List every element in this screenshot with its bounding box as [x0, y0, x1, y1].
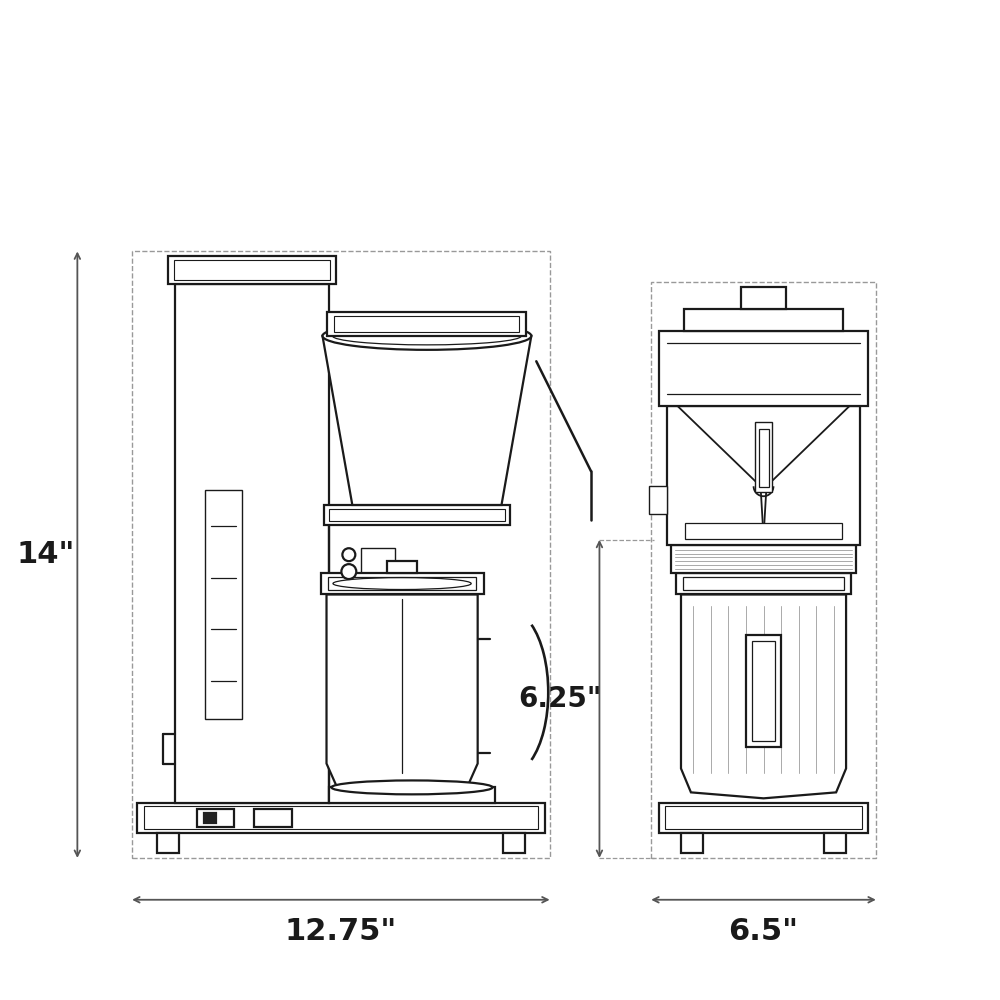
Text: 6.5": 6.5"	[729, 917, 799, 946]
Bar	[144, 806, 538, 829]
Bar	[684, 309, 843, 331]
Bar	[824, 833, 846, 853]
Bar	[659, 331, 868, 406]
Polygon shape	[681, 594, 846, 798]
Polygon shape	[327, 594, 478, 798]
Bar	[157, 833, 179, 853]
Bar	[681, 833, 703, 853]
Circle shape	[342, 548, 355, 561]
Bar	[174, 260, 330, 280]
Bar	[649, 486, 667, 514]
Bar	[205, 490, 242, 719]
Ellipse shape	[322, 322, 531, 350]
Bar	[741, 287, 786, 309]
Bar	[361, 548, 395, 578]
Bar	[321, 573, 484, 594]
Bar	[746, 635, 781, 747]
Bar	[204, 813, 216, 823]
Text: 12.75": 12.75"	[285, 917, 397, 946]
Polygon shape	[322, 336, 531, 505]
Text: 6.25": 6.25"	[518, 685, 601, 713]
Bar	[175, 284, 329, 803]
Bar	[651, 282, 876, 858]
Bar	[659, 803, 868, 833]
Bar	[329, 787, 495, 803]
Bar	[667, 406, 860, 545]
Bar	[665, 806, 862, 829]
Bar	[254, 809, 292, 827]
Ellipse shape	[331, 780, 493, 794]
Bar	[329, 509, 505, 521]
Bar	[132, 251, 550, 858]
Bar	[137, 803, 545, 833]
Bar	[683, 577, 844, 590]
Bar	[759, 429, 769, 487]
Circle shape	[341, 564, 356, 579]
Bar	[197, 809, 234, 827]
Bar	[685, 523, 842, 539]
Bar	[328, 577, 476, 590]
Bar	[387, 561, 417, 573]
Bar	[324, 505, 510, 525]
Bar	[168, 256, 336, 284]
Bar	[755, 422, 772, 492]
Bar	[503, 833, 525, 853]
Text: 14": 14"	[16, 540, 75, 569]
Bar	[752, 641, 775, 741]
Bar	[334, 316, 519, 332]
Bar	[676, 573, 851, 594]
Bar	[327, 312, 526, 336]
Bar	[671, 545, 856, 573]
